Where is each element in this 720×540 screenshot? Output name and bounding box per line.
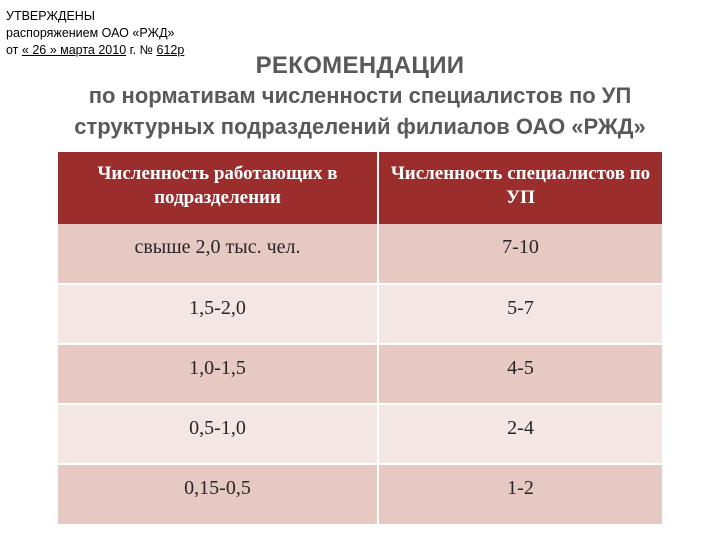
table-row: свыше 2,0 тыс. чел. 7-10: [58, 224, 662, 284]
table-cell: 7-10: [378, 224, 662, 284]
title-main: РЕКОМЕНДАЦИИ: [0, 52, 720, 80]
table-cell: 5-7: [378, 284, 662, 344]
table-cell: 0,15-0,5: [58, 464, 378, 524]
title-subline-2: структурных подразделений филиалов ОАО «…: [0, 113, 720, 142]
table-cell: 1,0-1,5: [58, 344, 378, 404]
table-cell: свыше 2,0 тыс. чел.: [58, 224, 378, 284]
table-cell: 1,5-2,0: [58, 284, 378, 344]
approval-line-2: распоряжением ОАО «РЖД»: [6, 25, 184, 42]
title-subline-1: по нормативам численности специалистов п…: [0, 82, 720, 111]
table-cell: 2-4: [378, 404, 662, 464]
table-row: 0,15-0,5 1-2: [58, 464, 662, 524]
table-header-cell: Численность специалистов по УП: [378, 152, 662, 224]
title-block: РЕКОМЕНДАЦИИ по нормативам численности с…: [0, 52, 720, 141]
table-row: 0,5-1,0 2-4: [58, 404, 662, 464]
table-cell: 0,5-1,0: [58, 404, 378, 464]
norms-table: Численность работающих в подразделении Ч…: [58, 152, 662, 524]
table-cell: 1-2: [378, 464, 662, 524]
approval-line-1: УТВЕРЖДЕНЫ: [6, 8, 184, 25]
table-row: 1,5-2,0 5-7: [58, 284, 662, 344]
table-header-cell: Численность работающих в подразделении: [58, 152, 378, 224]
table-header-row: Численность работающих в подразделении Ч…: [58, 152, 662, 224]
table-cell: 4-5: [378, 344, 662, 404]
table-row: 1,0-1,5 4-5: [58, 344, 662, 404]
